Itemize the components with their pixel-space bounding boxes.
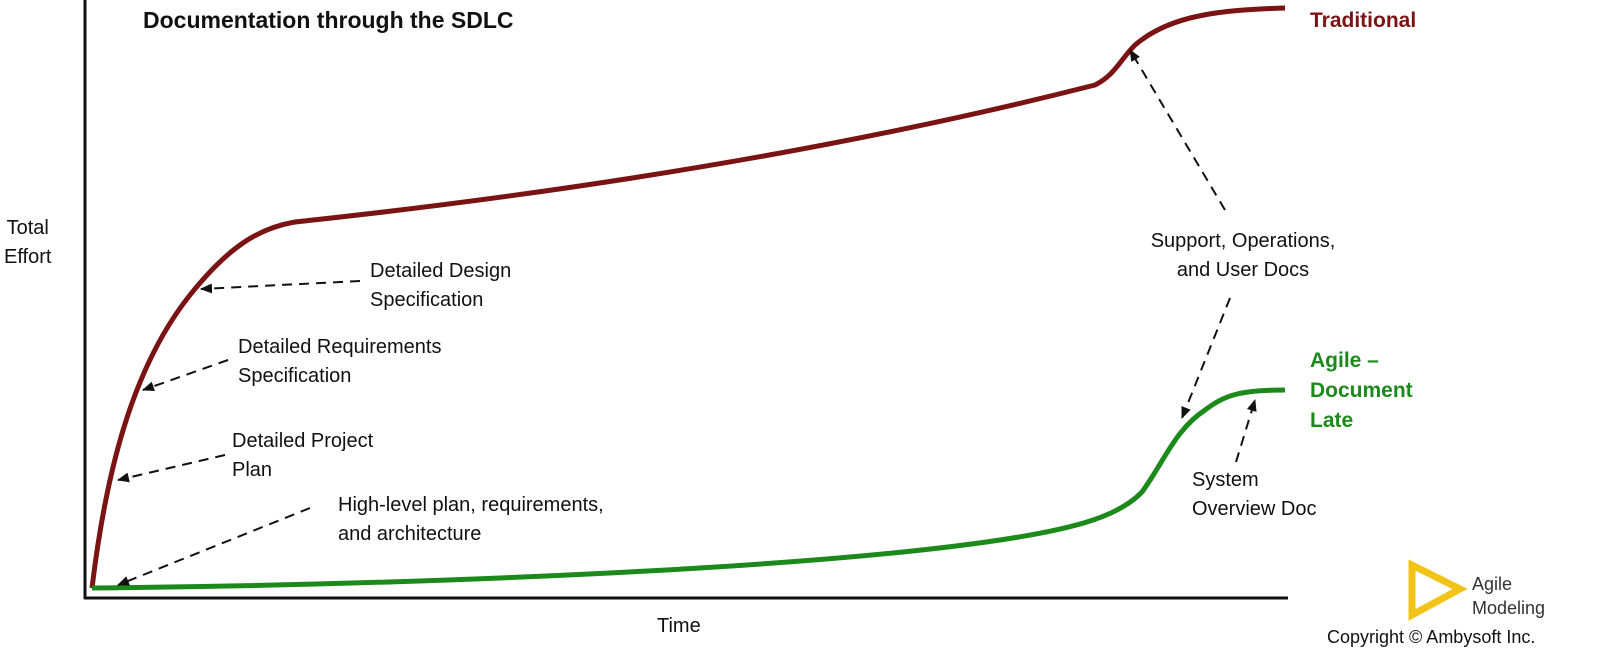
label-line: Detailed Design	[370, 260, 512, 282]
label-line: and User Docs	[1176, 259, 1310, 281]
label-line: Support, Operations,	[1150, 230, 1336, 252]
label-high-level: High-level plan, requirements, and archi…	[338, 491, 604, 549]
legend-agile: Agile – Document Late	[1310, 346, 1413, 436]
legend-agile-line: Late	[1310, 409, 1354, 432]
agile-modeling-logo-text: Agile Modeling	[1472, 572, 1545, 620]
label-line: Specification	[370, 289, 484, 311]
arrow-support-agile	[1181, 297, 1231, 419]
logo-line: Modeling	[1472, 598, 1546, 618]
agile-modeling-logo-icon	[1408, 559, 1468, 621]
label-system-overview: System Overview Doc	[1192, 466, 1316, 524]
y-axis-label-line: Effort	[4, 246, 52, 268]
copyright: Copyright © Ambysoft Inc.	[1327, 627, 1536, 647]
label-line: Plan	[232, 459, 273, 481]
diagram-title: Documentation through the SDLC	[143, 7, 514, 33]
x-axis-label: Time	[657, 615, 701, 637]
y-axis-label: Total Effort	[4, 214, 51, 272]
arrow-high-level	[117, 507, 311, 586]
label-line: Detailed Requirements	[238, 336, 442, 358]
label-requirements-spec: Detailed Requirements Specification	[238, 333, 441, 391]
arrow-system-overview	[1235, 399, 1257, 463]
label-line: and architecture	[338, 523, 482, 545]
label-project-plan: Detailed Project Plan	[232, 427, 373, 485]
label-line: System	[1192, 469, 1259, 491]
legend-agile-line: Agile –	[1310, 349, 1379, 372]
logo-line: Agile	[1472, 574, 1513, 594]
arrow-project-plan	[117, 454, 226, 483]
legend-traditional: Traditional	[1310, 9, 1417, 32]
label-line: Detailed Project	[232, 430, 374, 452]
arrow-requirements	[142, 359, 229, 392]
legend-agile-line: Document	[1310, 379, 1413, 402]
arrow-design	[200, 280, 361, 294]
label-support-docs: Support, Operations, and User Docs	[1143, 227, 1343, 285]
label-design-spec: Detailed Design Specification	[370, 257, 511, 315]
label-line: Specification	[238, 365, 352, 387]
arrow-support-traditional	[1129, 49, 1226, 211]
agile-curve	[91, 387, 1286, 591]
label-line: Overview Doc	[1192, 498, 1317, 520]
y-axis-label-line: Total	[6, 217, 49, 239]
traditional-curve	[89, 5, 1286, 589]
label-line: High-level plan, requirements,	[338, 494, 604, 516]
